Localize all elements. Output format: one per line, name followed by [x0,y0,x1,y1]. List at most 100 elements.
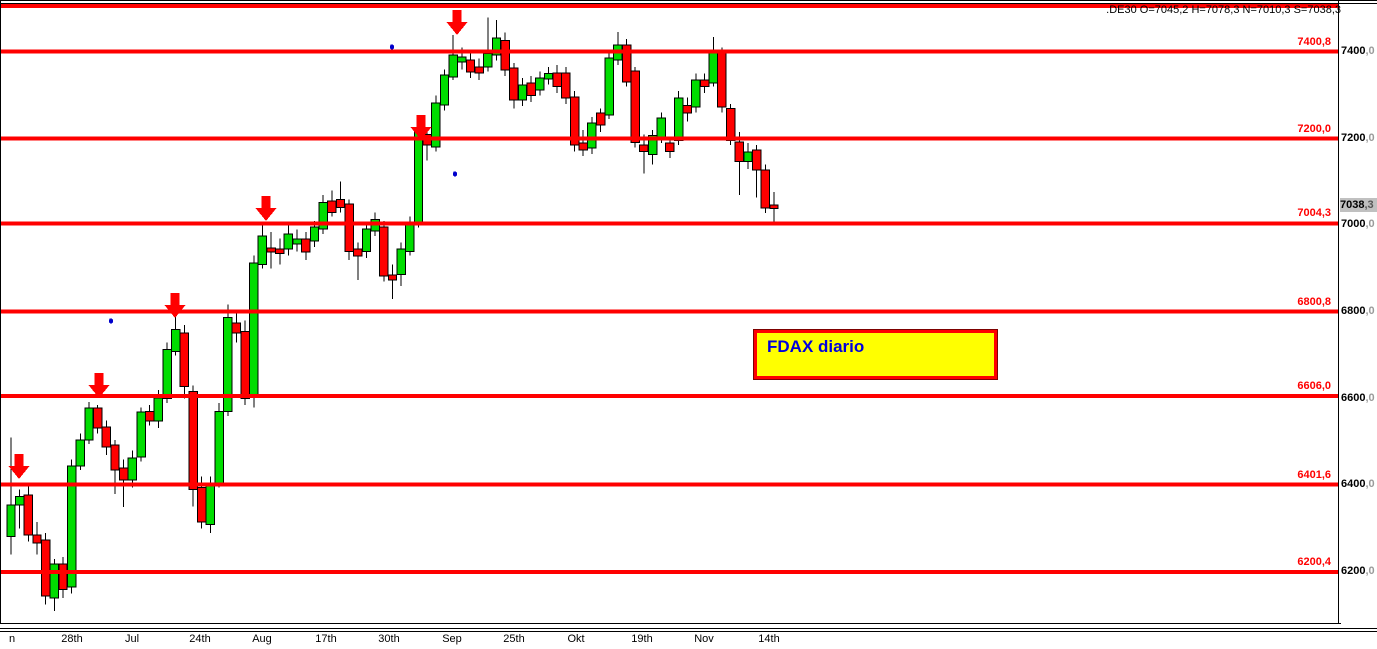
window-top-border [0,0,1377,1]
down-arrow-annotation[interactable] [164,293,186,318]
candle-body [769,204,779,210]
x-axis-tick: 17th [315,633,337,645]
candle-body [699,79,710,88]
down-arrow-annotation[interactable] [88,373,110,398]
candle-body [439,74,450,106]
candle-body [561,72,571,99]
level-price-label: 6800,8 [1297,296,1331,308]
candle-body [101,426,112,448]
level-line[interactable] [0,49,1338,54]
y-axis-tick: 6200,0 [1341,565,1375,577]
candle-body [457,56,467,63]
candle-body [639,144,649,153]
candle-body [231,322,242,334]
ohlc-status-text: .DE30 O=7045,2 H=7078,3 N=7010,3 S=7038,… [1106,4,1341,16]
candle-body [327,200,337,213]
y-axis-tick: 7400,0 [1341,45,1375,57]
level-line[interactable] [0,136,1338,141]
level-line[interactable] [0,569,1338,574]
y-axis-tick: 6600,0 [1341,392,1375,404]
level-price-label: 7400,8 [1297,36,1331,48]
candle-body [214,411,224,484]
candle-body [734,141,744,163]
candle-body [500,39,510,71]
chart-title-text: FDAX diario [767,337,865,356]
candle-body [32,534,42,544]
candle-body [257,235,268,265]
candle-body [587,122,597,149]
candle-body [396,248,406,275]
candle-body [127,457,138,481]
level-line[interactable] [0,482,1338,487]
level-line[interactable] [0,4,1338,8]
level-line[interactable] [0,394,1338,399]
y-axis-tick: 7000,0 [1341,218,1375,230]
down-arrow-annotation[interactable] [410,115,432,140]
candle-body [318,201,328,230]
level-price-label: 6401,6 [1297,469,1331,481]
x-axis-tick: Jul [124,633,140,645]
candle-body [58,563,68,590]
candle-body [205,482,216,525]
candle-body [23,494,34,536]
candle-body [483,52,493,68]
level-price-label: 7200,0 [1297,123,1331,135]
last-price-value: 7038 [1340,199,1365,211]
x-axis-tick: Sep [442,633,462,645]
candle-body [75,439,86,467]
down-arrow-annotation[interactable] [255,196,277,221]
candle-body [145,411,155,422]
y-axis-line [1338,0,1339,623]
x-axis-tick: n [8,633,16,645]
down-arrow-annotation[interactable] [446,10,468,35]
candle-body [691,79,701,108]
candle-body [448,54,458,78]
y-axis-tick: 7200,0 [1341,132,1375,144]
candle-body [275,248,285,254]
candle-body [266,247,276,253]
level-line[interactable] [0,221,1338,226]
candle-body [656,117,666,138]
candle-body [240,331,250,400]
down-arrow-annotation[interactable] [8,454,30,479]
chart-title-label[interactable]: FDAX diario [753,329,998,380]
y-axis-tick: 6800,0 [1341,305,1375,317]
candle-body [353,248,363,257]
x-axis-tick: Nov [694,633,714,645]
candle-body [301,238,311,253]
candle-body [751,149,762,171]
candle-body [552,72,562,88]
x-axis-tick: 14th [758,633,780,645]
candle-body [197,487,207,523]
signal-dot [452,171,458,177]
candle-body [717,51,727,108]
candle-body [405,223,415,252]
candle-body [387,274,398,281]
candle-body [413,131,424,225]
candle-body [309,226,320,242]
x-axis-tick: 19th [631,633,653,645]
x-axis-tick: 30th [378,633,400,645]
candle-body [6,504,16,537]
chart-left-border [0,0,1,623]
candle-body [569,96,580,146]
level-price-label: 7004,3 [1297,207,1331,219]
candle-body [474,66,484,74]
level-price-label: 6200,4 [1297,556,1331,568]
candle-body [621,44,632,83]
level-price-label: 6606,0 [1297,380,1331,392]
candle-body [760,169,770,209]
x-axis-tick: 28th [61,633,83,645]
x-axis-tick: Okt [567,633,585,645]
candle-body [465,59,476,73]
candle-body [665,142,675,153]
x-axis-tick: Aug [252,633,272,645]
last-price-decimal: ,3 [1364,199,1374,211]
candle-body [535,77,545,91]
candle-body [595,112,606,126]
candle-body [40,539,51,597]
level-line[interactable] [0,309,1338,314]
signal-dot [389,44,395,50]
x-axis-separator [0,628,1377,629]
